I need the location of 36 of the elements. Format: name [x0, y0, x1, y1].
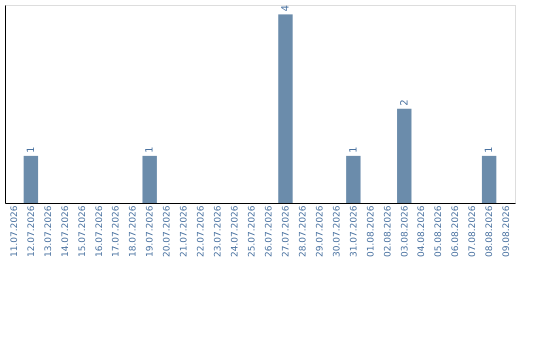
x-tick-label: 23.07.2026 [214, 205, 224, 258]
x-tick-label: 30.07.2026 [332, 205, 342, 258]
x-tick-label: 13.07.2026 [44, 205, 54, 258]
x-tick-label: 24.07.2026 [230, 205, 241, 258]
x-tick-label: 29.07.2026 [315, 205, 326, 258]
x-tick-label: 02.08.2026 [383, 205, 394, 258]
x-tick-label: 19.07.2026 [146, 205, 156, 258]
x-tick-label: 16.07.2026 [94, 205, 105, 258]
x-tick-label: 18.07.2026 [128, 205, 139, 258]
x-tick-label: 28.07.2026 [298, 205, 308, 258]
x-tick-label: 06.08.2026 [451, 205, 462, 258]
x-tick-label: 07.08.2026 [468, 205, 478, 258]
x-tick-label: 12.07.2026 [26, 205, 37, 258]
x-tick-label: 09.08.2026 [502, 205, 512, 258]
data-label: 1 [144, 146, 156, 153]
x-tick-label: 22.07.2026 [196, 205, 207, 258]
x-tick-label: 08.08.2026 [485, 205, 496, 258]
x-tick-label: 17.07.2026 [112, 205, 122, 258]
x-tick-label: 21.07.2026 [180, 205, 190, 258]
x-tick-label: 14.07.2026 [60, 205, 71, 258]
data-label: 1 [26, 146, 37, 153]
data-label: 4 [280, 5, 292, 12]
x-tick-label: 27.07.2026 [281, 205, 292, 258]
x-tick-label: 01.08.2026 [366, 205, 376, 258]
x-tick-label: 31.07.2026 [349, 205, 360, 258]
x-tick-label: 05.08.2026 [434, 205, 444, 258]
x-tick-label: 26.07.2026 [264, 205, 274, 258]
x-tick-label: 15.07.2026 [78, 205, 88, 258]
data-label: 1 [484, 146, 496, 153]
x-tick-label: 20.07.2026 [162, 205, 173, 258]
data-label: 2 [399, 99, 410, 106]
x-tick-label: 04.08.2026 [417, 205, 428, 258]
x-tick-label: 11.07.2026 [10, 205, 20, 258]
data-label: 1 [348, 146, 360, 153]
x-tick-label: 03.08.2026 [400, 205, 410, 258]
x-tick-label: 25.07.2026 [248, 205, 258, 258]
